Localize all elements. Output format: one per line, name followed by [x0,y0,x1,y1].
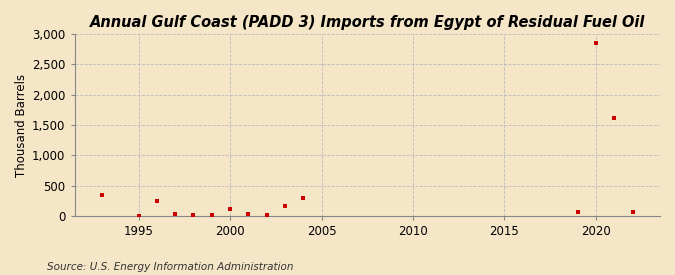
Point [243,212,254,216]
Point [572,210,583,214]
Point [591,41,601,45]
Point [188,213,199,217]
Point [170,212,181,216]
Point [97,192,107,197]
Point [298,196,308,200]
Point [133,213,144,218]
Text: Source: U.S. Energy Information Administration: Source: U.S. Energy Information Administ… [47,262,294,272]
Point [207,213,217,217]
Point [609,116,620,120]
Point [279,204,290,208]
Point [261,213,272,217]
Title: Annual Gulf Coast (PADD 3) Imports from Egypt of Residual Fuel Oil: Annual Gulf Coast (PADD 3) Imports from … [90,15,645,30]
Y-axis label: Thousand Barrels: Thousand Barrels [15,73,28,177]
Point [627,210,638,214]
Point [151,199,162,203]
Point [225,207,236,211]
